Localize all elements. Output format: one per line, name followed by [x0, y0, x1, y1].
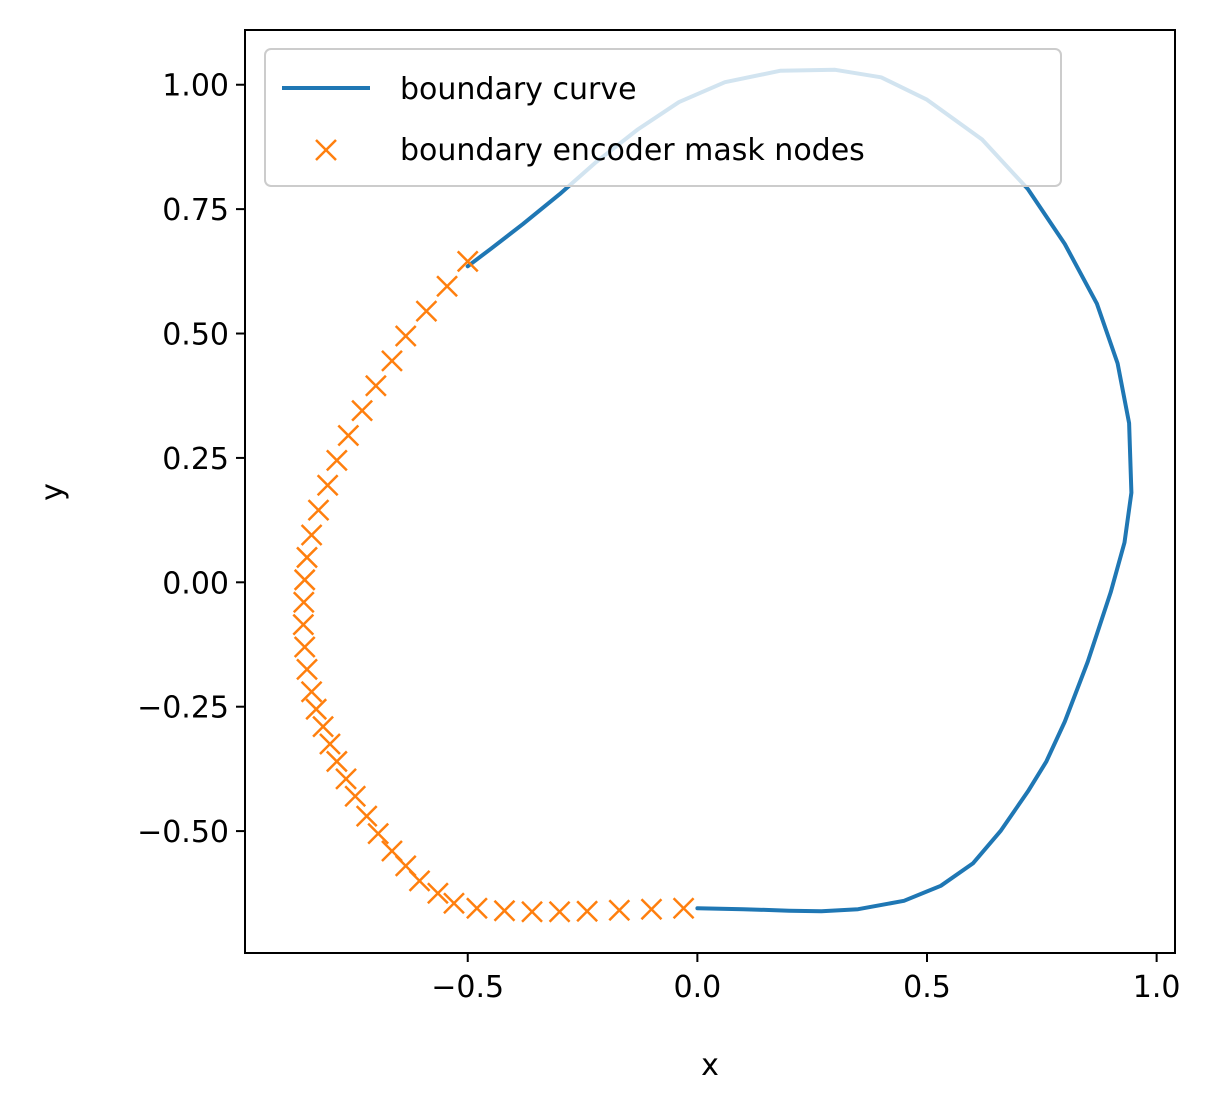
mask-node-marker [576, 900, 599, 923]
mask-node-marker [307, 499, 330, 522]
y-tick-label: 1.00 [162, 69, 229, 104]
mask-node-marker [672, 897, 695, 920]
x-axis: −0.5 0.0 0.5 1.0 [431, 953, 1180, 1005]
legend-label-boundary-curve: boundary curve [400, 72, 637, 107]
x-tick-label: −0.5 [431, 970, 504, 1005]
y-tick-label: 0.50 [162, 318, 229, 353]
mask-node-marker [365, 374, 387, 397]
x-axis-label: x [701, 1048, 719, 1083]
legend-box [264, 48, 1062, 187]
mask-node-marker [293, 636, 316, 658]
plot-frame [244, 29, 1176, 954]
y-tick-label: −0.50 [137, 815, 229, 850]
mask-node-marker [319, 733, 341, 755]
mask-node-marker [427, 882, 449, 905]
mask-node-marker [415, 300, 438, 323]
mask-node-marker [293, 568, 316, 591]
mask-node-marker [305, 698, 328, 721]
mask-node-marker [292, 591, 315, 614]
mask-node-marker [296, 546, 318, 569]
x-tick-label: 0.0 [674, 970, 722, 1005]
mask-node-marker [292, 613, 315, 636]
mask-node-marker [394, 325, 417, 347]
y-tick-label: 0.75 [162, 193, 229, 228]
mask-node-marker [355, 805, 378, 828]
mask-node-marker [466, 897, 488, 920]
legend-marker-swatch [315, 139, 337, 161]
y-tick-label: 0.25 [162, 442, 229, 477]
mask-node-marker [608, 899, 631, 922]
mask-node-marker [300, 680, 323, 703]
mask-node-marker [316, 474, 339, 497]
mask-node-marker [640, 898, 663, 921]
legend-label-mask-nodes: boundary encoder mask nodes [400, 133, 865, 168]
mask-node-marker [367, 822, 390, 845]
mask-node-marker [300, 524, 323, 546]
mask-node-marker [335, 767, 357, 790]
mask-node-marker [456, 250, 479, 273]
mask-node-marker [493, 899, 516, 922]
legend: boundary curve boundary encoder mask nod… [264, 48, 1062, 187]
mask-node-marker [351, 399, 373, 422]
mask-node-marker [436, 275, 458, 298]
mask-node-marker [325, 449, 348, 472]
y-axis: 1.00 0.75 0.50 0.25 0.00 −0.25 −0.50 [137, 69, 245, 850]
x-tick-label: 1.0 [1133, 970, 1181, 1005]
mask-node-marker [443, 892, 465, 915]
y-tick-label: 0.00 [162, 566, 229, 601]
mask-node-marker [381, 350, 403, 372]
mask-node-marker [296, 658, 318, 681]
mask-node-marker [521, 900, 543, 923]
mask-node-marker [312, 715, 334, 738]
y-tick-label: −0.25 [137, 691, 229, 726]
y-axis-label: y [35, 483, 70, 501]
x-tick-label: 0.5 [903, 970, 951, 1005]
mask-node-marker [548, 900, 571, 923]
mask-node-marker [337, 424, 360, 447]
mask-node-marker [408, 869, 431, 892]
mask-node-marker [325, 750, 348, 773]
mask-node-marker [344, 785, 367, 808]
